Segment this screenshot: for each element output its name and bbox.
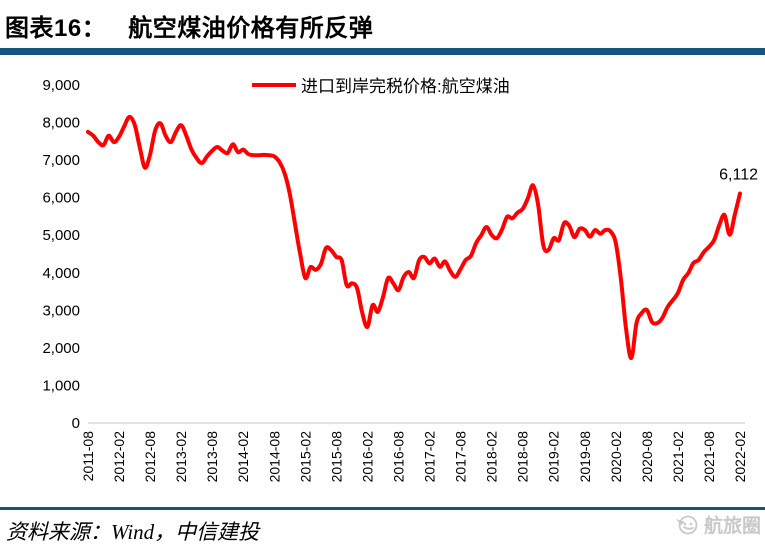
x-axis-tick-label: 2013-08 [204, 431, 220, 483]
line-chart-plot: 0 1,000 2,000 3,000 4,000 5,000 6,000 7,000 8,00… [42, 77, 758, 483]
x-axis-tick-label: 2016-08 [390, 431, 406, 483]
x-axis-tick-label: 2016-02 [359, 431, 375, 483]
y-axis-tick-label: 7,000 [42, 152, 80, 169]
x-axis-tick-label: 2019-02 [546, 431, 562, 483]
y-axis-tick-label: 0 [72, 415, 80, 432]
page-title: 航空煤油价格有所反弹 [128, 14, 374, 42]
end-value-label: 6,112 [719, 166, 758, 183]
figure-number-label: 图表16： [5, 14, 107, 42]
figure-header: 图表16： 航空煤油价格有所反弹 [5, 5, 765, 45]
footer-divider [0, 507, 765, 510]
x-axis-tick-label: 2020-08 [639, 431, 655, 483]
y-axis-tick-label: 8,000 [42, 115, 80, 132]
x-axis-tick-label: 2019-08 [577, 431, 593, 483]
x-axis-tick-label: 2012-08 [142, 431, 158, 483]
x-axis-tick-label: 2015-02 [297, 431, 313, 483]
chart-legend: 进口到岸完税价格:航空煤油 [252, 72, 510, 97]
hanglvquan-logo-icon [675, 515, 698, 535]
x-axis-tick-label: 2021-08 [701, 431, 717, 483]
x-axis-tick-label: 2018-08 [515, 431, 531, 483]
y-axis-tick-label: 6,000 [42, 190, 80, 207]
x-axis-tick-label: 2017-08 [453, 431, 469, 483]
chart: 进口到岸完税价格:航空煤油 0 1,000 2,000 3,000 4,000 5,000… [0, 60, 765, 512]
y-axis-tick-label: 2,000 [42, 340, 80, 357]
x-axis-tick-label: 2014-08 [266, 431, 282, 483]
legend-label: 进口到岸完税价格:航空煤油 [301, 77, 510, 96]
x-axis-tick-label: 2014-02 [235, 431, 251, 483]
price-line [86, 114, 742, 361]
title-underline-bar [0, 48, 765, 55]
y-axis-tick-label: 1,000 [42, 377, 80, 394]
x-axis-tick-label: 2013-02 [173, 431, 189, 483]
watermark-text: 航旅圈 [703, 516, 761, 537]
x-axis-tick-label: 2015-08 [328, 431, 344, 483]
x-axis-tick-label: 2018-02 [484, 431, 500, 483]
y-axis-tick-label: 9,000 [42, 77, 80, 94]
x-axis-tick-label: 2021-02 [670, 431, 686, 483]
source-note: 资料来源：Wind，中信建投 [6, 520, 260, 544]
x-axis-tick-label: 2011-08 [80, 431, 96, 482]
x-axis-tick-label: 2017-02 [422, 431, 438, 483]
watermark: 航旅圈 [674, 511, 761, 538]
x-axis-tick-label: 2012-02 [111, 431, 127, 483]
legend-line-swatch [252, 82, 296, 87]
y-axis-tick-label: 3,000 [42, 302, 80, 319]
x-axis-tick-label: 2022-02 [732, 431, 748, 483]
y-axis-tick-label: 5,000 [42, 227, 80, 244]
x-axis-tick-label: 2020-02 [608, 431, 624, 483]
y-axis-tick-label: 4,000 [42, 265, 80, 282]
